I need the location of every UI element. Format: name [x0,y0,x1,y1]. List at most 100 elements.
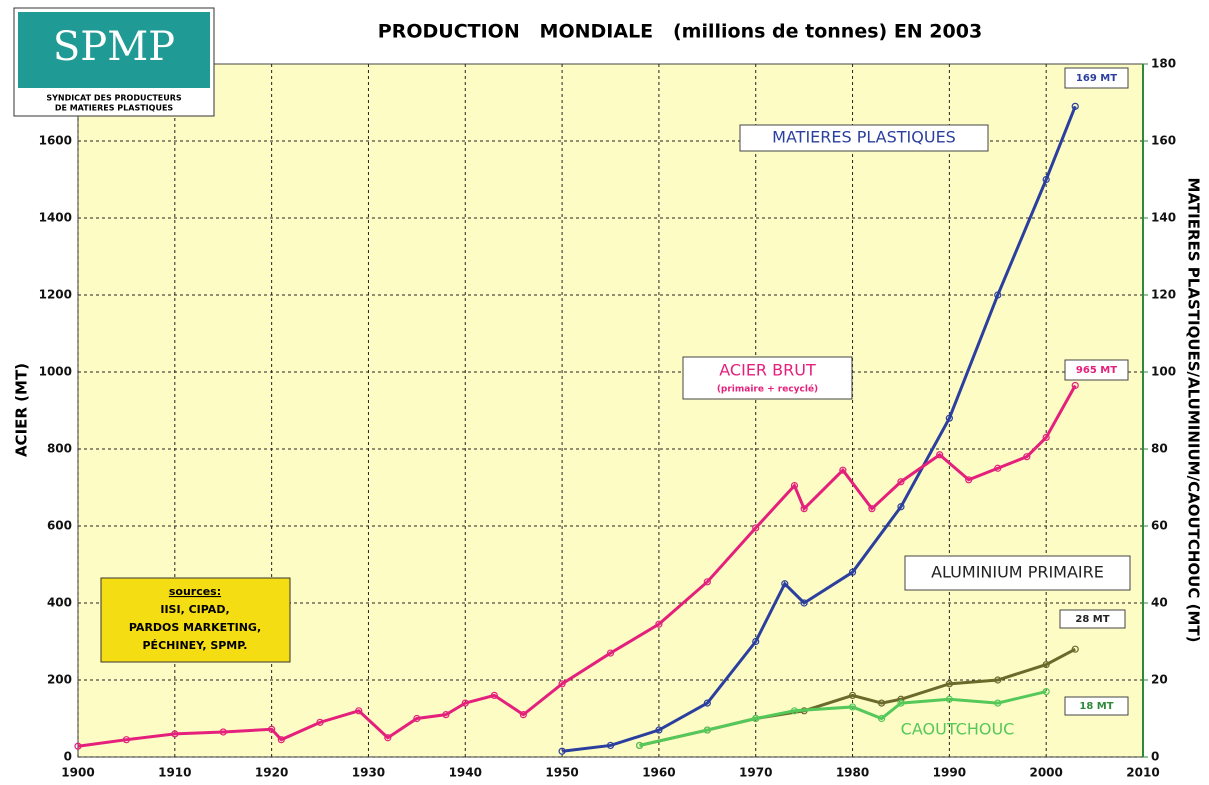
end-label-box [1059,609,1126,629]
data-point [1071,645,1079,653]
data-point [268,725,276,733]
series-line [77,384,1077,748]
x-tick-label: 1990 [933,766,966,780]
logo: SPMP SYNDICAT DES PRODUCTEURS DE MATIERE… [13,7,215,117]
y2-tick-label: 100 [1151,365,1176,379]
series-label: ACIER BRUT [719,361,816,380]
end-label-box [1064,696,1129,716]
data-point [752,714,760,723]
data-point [790,481,799,490]
data-point [897,503,905,511]
x-tick-label: 1930 [352,766,385,780]
data-point [703,578,711,586]
x-tick-label: 1950 [545,766,578,780]
sources-text: IISI, CIPAD, [160,603,229,616]
end-label: 169 MT [1076,73,1117,84]
data-point [800,599,808,607]
data-point [219,728,227,736]
y-tick-label: 200 [47,673,72,687]
data-point [277,736,285,744]
y-tick-label: 1400 [39,211,72,225]
y2-axis-label: MATIERES PLASTIQUES/ALUMINIUM/CAOUTCHOUC… [1185,178,1203,643]
data-point [936,451,944,459]
y-tick-label: 1000 [39,365,72,379]
data-point [1042,660,1050,669]
sources-frame [100,577,291,663]
series-label: MATIERES PLASTIQUES [772,128,956,147]
data-point [781,580,789,588]
data-point [490,691,498,700]
data-point [994,464,1002,472]
sources-box: sources: IISI, CIPAD, PARDOS MARKETING, … [100,577,291,663]
data-point [800,505,808,513]
data-point [965,476,973,484]
y-tick-label: 400 [47,596,72,610]
data-point [519,711,527,719]
data-point [994,699,1002,707]
data-point [171,730,179,738]
y-tick-label: 0 [64,750,72,764]
logo-box [18,12,210,88]
end-label-box [1064,359,1129,381]
x-tick-label: 2010 [1126,766,1159,780]
y-tick-label: 600 [47,519,72,533]
data-point [635,741,644,750]
series-label: CAOUTCHOUC [901,720,1015,739]
logo-text: SYNDICAT DES PRODUCTEURS [46,94,182,103]
x-tick-label: 1980 [836,766,869,780]
x-tick-label: 1900 [61,766,94,780]
y-tick-label: 1200 [39,288,72,302]
data-point [1071,381,1079,390]
series-label-box [739,124,989,152]
data-point [1042,175,1050,184]
sources-text: PÉCHINEY, SPMP. [143,639,248,652]
end-label: 28 MT [1075,614,1109,625]
data-point [877,699,886,707]
logo-text: DE MATIERES PLASTIQUES [55,104,174,113]
data-point [122,736,131,744]
x-tick-label: 2000 [1029,766,1062,780]
data-point [606,649,615,657]
logo-mark: SPMP [53,24,175,70]
y-tick-label: 1600 [39,134,72,148]
data-point [877,714,886,723]
end-label: 965 MT [1076,365,1117,376]
data-point [74,742,82,750]
data-point [897,699,905,707]
data-point [994,676,1002,684]
series-label: ALUMINIUM PRIMAIRE [931,563,1104,582]
data-point [897,478,905,486]
data-point [994,291,1002,299]
x-tick-label: 1940 [449,766,482,780]
data-point [442,711,450,719]
data-point [839,466,847,474]
data-point [848,568,857,576]
data-point [752,637,760,646]
data-point [1042,687,1050,696]
data-point [703,726,711,734]
y-axis-label: ACIER (MT) [13,363,31,457]
end-label: 18 MT [1079,701,1113,712]
end-label-box [1064,67,1129,89]
y2-tick-label: 140 [1151,211,1176,225]
data-point [384,734,392,742]
series-label-box [682,356,853,400]
data-point [655,620,663,628]
data-point [1023,453,1031,461]
series-sublabel: (primaire + recyclé) [717,384,818,395]
data-point [461,699,469,707]
y2-tick-label: 120 [1151,288,1176,302]
data-point [752,524,760,532]
data-point [355,707,363,715]
data-point [945,414,953,422]
data-point [1042,433,1050,442]
x-tick-label: 1970 [739,766,772,780]
chart-title: PRODUCTION MONDIALE (millions de tonnes)… [378,21,982,43]
series-label-box [904,555,1131,591]
data-point [868,505,876,513]
data-point [703,699,711,707]
sources-text: PARDOS MARKETING, [129,621,261,634]
data-point [606,741,615,750]
y2-tick-label: 0 [1151,750,1159,764]
